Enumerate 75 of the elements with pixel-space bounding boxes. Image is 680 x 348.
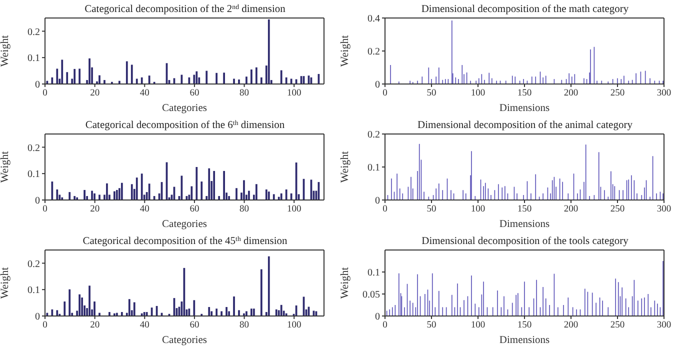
x-tick-label: 300 xyxy=(656,204,672,215)
x-tick-label: 40 xyxy=(140,204,150,215)
x-tick-label: 0 xyxy=(42,320,48,331)
y-axis-title: Weight xyxy=(0,35,11,67)
x-tick-label: 100 xyxy=(470,320,486,331)
x-tick-label: 40 xyxy=(140,88,150,99)
x-tick-label: 250 xyxy=(610,88,625,99)
x-axis-title: Categories xyxy=(162,103,207,114)
x-tick-label: 0 xyxy=(382,88,388,99)
x-axis-title: Categories xyxy=(162,335,207,346)
x-tick-label: 50 xyxy=(426,204,436,215)
y-tick-label: 0 xyxy=(375,196,380,207)
chart-title: Dimensional decomposition of the tools category xyxy=(422,236,630,247)
x-tick-label: 200 xyxy=(564,88,578,99)
chart-title: Categorical decomposition of the 2$^{nd}$ dimension xyxy=(84,4,286,15)
x-tick-label: 80 xyxy=(240,88,250,99)
x-tick-label: 100 xyxy=(470,88,486,99)
y-tick-label: 0.4 xyxy=(368,14,380,25)
x-tick-label: 0 xyxy=(382,204,388,215)
x-tick-label: 80 xyxy=(240,320,250,331)
y-tick-label: 0.1 xyxy=(368,162,380,174)
y-tick-label: 0.05 xyxy=(362,290,380,301)
x-tick-label: 100 xyxy=(286,204,302,215)
y-tick-label: 0 xyxy=(375,80,380,91)
y-tick-label: 0.2 xyxy=(28,142,40,154)
x-tick-label: 150 xyxy=(517,204,532,215)
y-tick-label: 0 xyxy=(35,196,40,207)
y-tick-label: 0 xyxy=(35,312,40,323)
x-tick-label: 0 xyxy=(42,204,48,215)
x-tick-label: 100 xyxy=(470,204,486,215)
x-tick-label: 250 xyxy=(610,320,625,331)
chart-title: Dimensional decomposition of the animal category xyxy=(418,120,634,131)
x-tick-label: 250 xyxy=(610,204,625,215)
y-tick-label: 0.1 xyxy=(28,285,40,296)
x-tick-label: 100 xyxy=(286,320,302,331)
x-tick-label: 200 xyxy=(564,204,578,215)
x-tick-label: 0 xyxy=(42,88,48,99)
y-tick-label: 0 xyxy=(375,312,380,323)
y-tick-label: 0.2 xyxy=(28,26,40,38)
x-tick-label: 40 xyxy=(140,320,150,331)
y-tick-label: 0 xyxy=(35,80,40,91)
y-tick-label: 0.1 xyxy=(368,268,380,279)
x-tick-label: 50 xyxy=(426,88,436,99)
x-tick-label: 100 xyxy=(286,88,302,99)
x-tick-label: 150 xyxy=(517,320,532,331)
x-tick-label: 20 xyxy=(90,204,100,215)
y-axis-title: Weight xyxy=(338,35,351,67)
y-tick-label: 0.1 xyxy=(28,169,40,180)
x-tick-label: 20 xyxy=(90,320,100,331)
x-tick-label: 300 xyxy=(656,320,672,331)
x-axis-title: Categories xyxy=(162,219,207,230)
x-tick-label: 300 xyxy=(656,88,672,99)
x-tick-label: 50 xyxy=(426,320,436,331)
chart-title: Dimensional decomposition of the math category xyxy=(421,4,630,15)
y-tick-label: 0.2 xyxy=(28,258,40,270)
y-axis-title: Weight xyxy=(0,151,11,183)
y-tick-label: 0.2 xyxy=(368,130,380,141)
x-tick-label: 20 xyxy=(90,88,100,99)
x-axis-title: Dimensions xyxy=(499,219,550,230)
x-axis-title: Dimensions xyxy=(499,335,550,346)
y-axis-title: Weight xyxy=(0,267,11,299)
x-tick-label: 80 xyxy=(240,204,250,215)
y-axis-title: Weight xyxy=(338,267,351,299)
chart-title: Categorical decomposition of the 45$^{th}$ dimension xyxy=(82,236,288,247)
x-tick-label: 150 xyxy=(517,88,532,99)
x-tick-label: 60 xyxy=(190,204,200,215)
y-tick-label: 0.2 xyxy=(368,46,380,58)
x-tick-label: 0 xyxy=(382,320,388,331)
x-tick-label: 60 xyxy=(190,320,200,331)
chart-title: Categorical decomposition of the 6$^{th}$ dimension xyxy=(85,120,286,131)
x-axis-title: Dimensions xyxy=(499,103,550,114)
y-tick-label: 0.1 xyxy=(28,53,40,64)
x-tick-label: 60 xyxy=(190,88,200,99)
y-axis-title: Weight xyxy=(338,151,351,183)
x-tick-label: 200 xyxy=(564,320,578,331)
